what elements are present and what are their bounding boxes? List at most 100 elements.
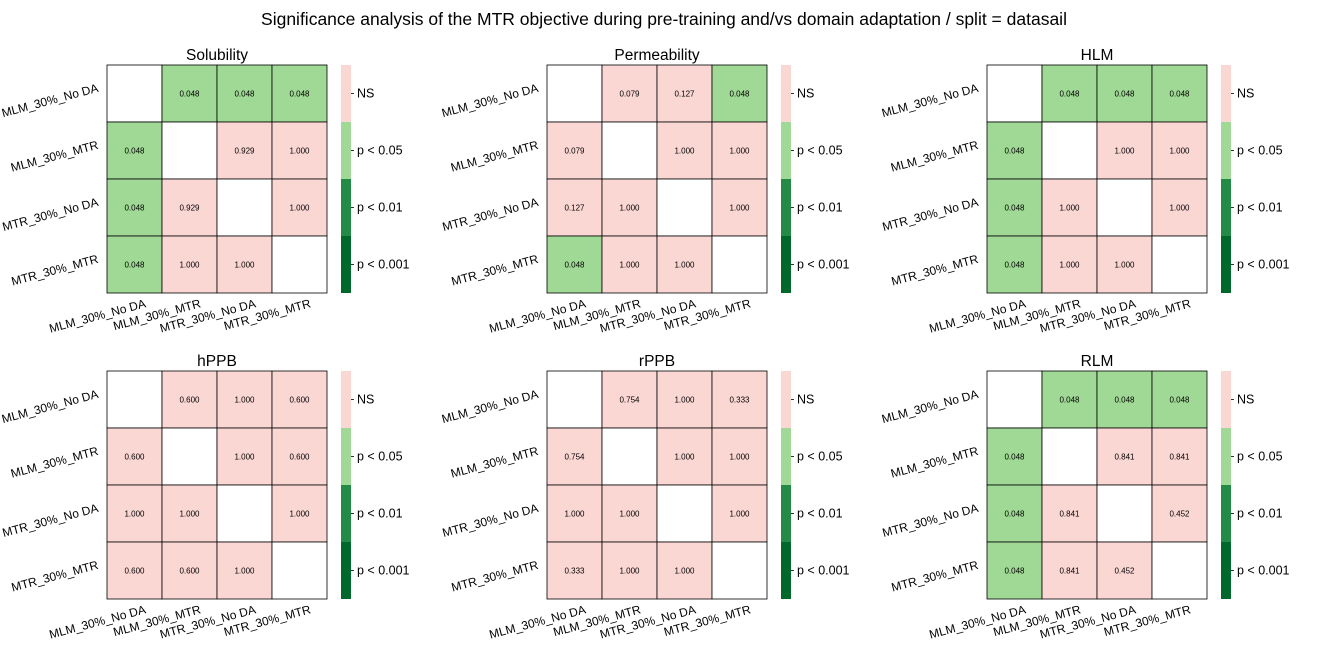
legend-swatch: [1221, 485, 1231, 542]
cell-value: 0.841: [1059, 567, 1080, 576]
heatmap-cell: [1151, 484, 1208, 543]
heatmap-panel: Solubility 0.048 0.048 0.048 0.048 0.929 1.000…: [0, 47, 409, 336]
cell-value: 1.000: [289, 204, 310, 213]
cell-value: 1.000: [1059, 261, 1080, 270]
heatmap-cell: [1096, 541, 1153, 600]
y-tick-label: MLM_30%_No DA: [440, 81, 540, 120]
heatmap-cell: [986, 427, 1043, 486]
heatmap-cell: [601, 121, 658, 180]
cell-value: 0.079: [619, 90, 640, 99]
cell-value: 0.600: [179, 396, 200, 405]
cell-value: 0.841: [1059, 510, 1080, 519]
cell-value: 0.754: [619, 396, 640, 405]
heatmap-cell: [1151, 235, 1208, 294]
cell-value: 1.000: [179, 261, 200, 270]
legend-swatch: [1221, 179, 1231, 236]
cell-value: 0.127: [564, 204, 585, 213]
heatmap-cell: [1041, 370, 1098, 429]
legend-swatch: [1221, 65, 1231, 122]
cell-value: 1.000: [234, 567, 255, 576]
heatmap-cell: [711, 427, 768, 486]
y-tick-label: MLM_30%_No DA: [880, 387, 980, 426]
cell-value: 1.000: [674, 261, 695, 270]
cell-value: 1.000: [674, 147, 695, 156]
heatmap-cell: [161, 178, 218, 237]
cell-value: 0.841: [1169, 453, 1190, 462]
legend-label: p < 0.01: [1237, 201, 1283, 215]
cell-value: 0.333: [729, 396, 750, 405]
heatmap-cell: [711, 64, 768, 123]
y-tick-label: MTR_30%_No DA: [1, 501, 100, 540]
cell-value: 0.048: [1004, 453, 1025, 462]
panel-title: Solubility: [186, 47, 248, 64]
heatmap-panel: hPPB 0.600 1.000 0.600 0.600 1.000 0.600 1.000 1…: [0, 353, 409, 642]
heatmap-cell: [656, 178, 713, 237]
cell-value: 1.000: [564, 510, 585, 519]
heatmap-cell: [216, 541, 273, 600]
legend-swatch: [781, 542, 791, 599]
legend-label: p < 0.001: [357, 258, 410, 272]
legend-label: NS: [357, 393, 374, 407]
y-tick-label: MTR_30%_MTR: [10, 558, 100, 595]
cell-value: 0.600: [124, 567, 145, 576]
heatmap-cell: [1151, 121, 1208, 180]
heatmap-cell: [546, 64, 603, 123]
heatmap-cell: [1041, 121, 1098, 180]
cell-value: 0.048: [289, 90, 310, 99]
heatmap-cell: [161, 541, 218, 600]
legend-label: p < 0.05: [357, 450, 403, 464]
legend-label: p < 0.001: [1237, 564, 1290, 578]
heatmap-cell: [546, 427, 603, 486]
heatmap-cell: [546, 235, 603, 294]
heatmap-cell: [711, 121, 768, 180]
heatmap-panel: rPPB 0.754 1.000 0.333 0.754 1.000 1.000 1.000 1…: [440, 353, 849, 642]
y-tick-label: MTR_30%_No DA: [1, 195, 100, 234]
cell-value: 0.754: [564, 453, 585, 462]
heatmap-cell: [986, 235, 1043, 294]
heatmap-cell: [986, 121, 1043, 180]
cell-value: 0.079: [564, 147, 585, 156]
heatmap-cell: [1041, 64, 1098, 123]
legend-label: NS: [1237, 87, 1254, 101]
heatmap-cell: [216, 484, 273, 543]
heatmap-cell: [216, 427, 273, 486]
figure-title: Significance analysis of the MTR objecti…: [261, 9, 1067, 29]
heatmap-cell: [1096, 235, 1153, 294]
legend-swatch: [341, 428, 351, 485]
y-tick-label: MTR_30%_MTR: [10, 252, 100, 289]
cell-value: 1.000: [179, 510, 200, 519]
legend-swatch: [1221, 542, 1231, 599]
legend-label: p < 0.05: [357, 144, 403, 158]
legend-label: NS: [357, 87, 374, 101]
cell-value: 1.000: [234, 261, 255, 270]
legend-swatch: [341, 371, 351, 428]
cell-value: 0.841: [1114, 453, 1135, 462]
y-tick-label: MTR_30%_MTR: [450, 558, 540, 595]
heatmap-panel: RLM 0.048 0.048 0.048 0.048 0.841 0.841 0.048 0.…: [880, 353, 1289, 642]
legend-swatch: [341, 122, 351, 179]
heatmap-cell: [656, 64, 713, 123]
legend-label: NS: [797, 87, 814, 101]
cell-value: 0.048: [1004, 204, 1025, 213]
cell-value: 1.000: [729, 453, 750, 462]
heatmap-cell: [271, 235, 328, 294]
legend-swatch: [341, 179, 351, 236]
legend-swatch: [781, 179, 791, 236]
heatmap-cell: [216, 370, 273, 429]
y-tick-label: MTR_30%_No DA: [441, 195, 540, 234]
y-tick-label: MLM_30%_MTR: [889, 444, 980, 481]
y-tick-label: MLM_30%_MTR: [449, 138, 540, 175]
legend-swatch: [781, 428, 791, 485]
heatmap-panel: HLM 0.048 0.048 0.048 0.048 1.000 1.000 0.048 1.…: [880, 47, 1289, 336]
y-tick-label: MLM_30%_MTR: [449, 444, 540, 481]
heatmap-cell: [1151, 178, 1208, 237]
heatmap-cell: [161, 121, 218, 180]
y-tick-label: MTR_30%_MTR: [450, 252, 540, 289]
cell-value: 0.048: [729, 90, 750, 99]
heatmap-cell: [1041, 427, 1098, 486]
cell-value: 1.000: [1114, 147, 1135, 156]
heatmap-cell: [1041, 235, 1098, 294]
cell-value: 0.048: [1114, 396, 1135, 405]
legend-label: p < 0.01: [1237, 507, 1283, 521]
